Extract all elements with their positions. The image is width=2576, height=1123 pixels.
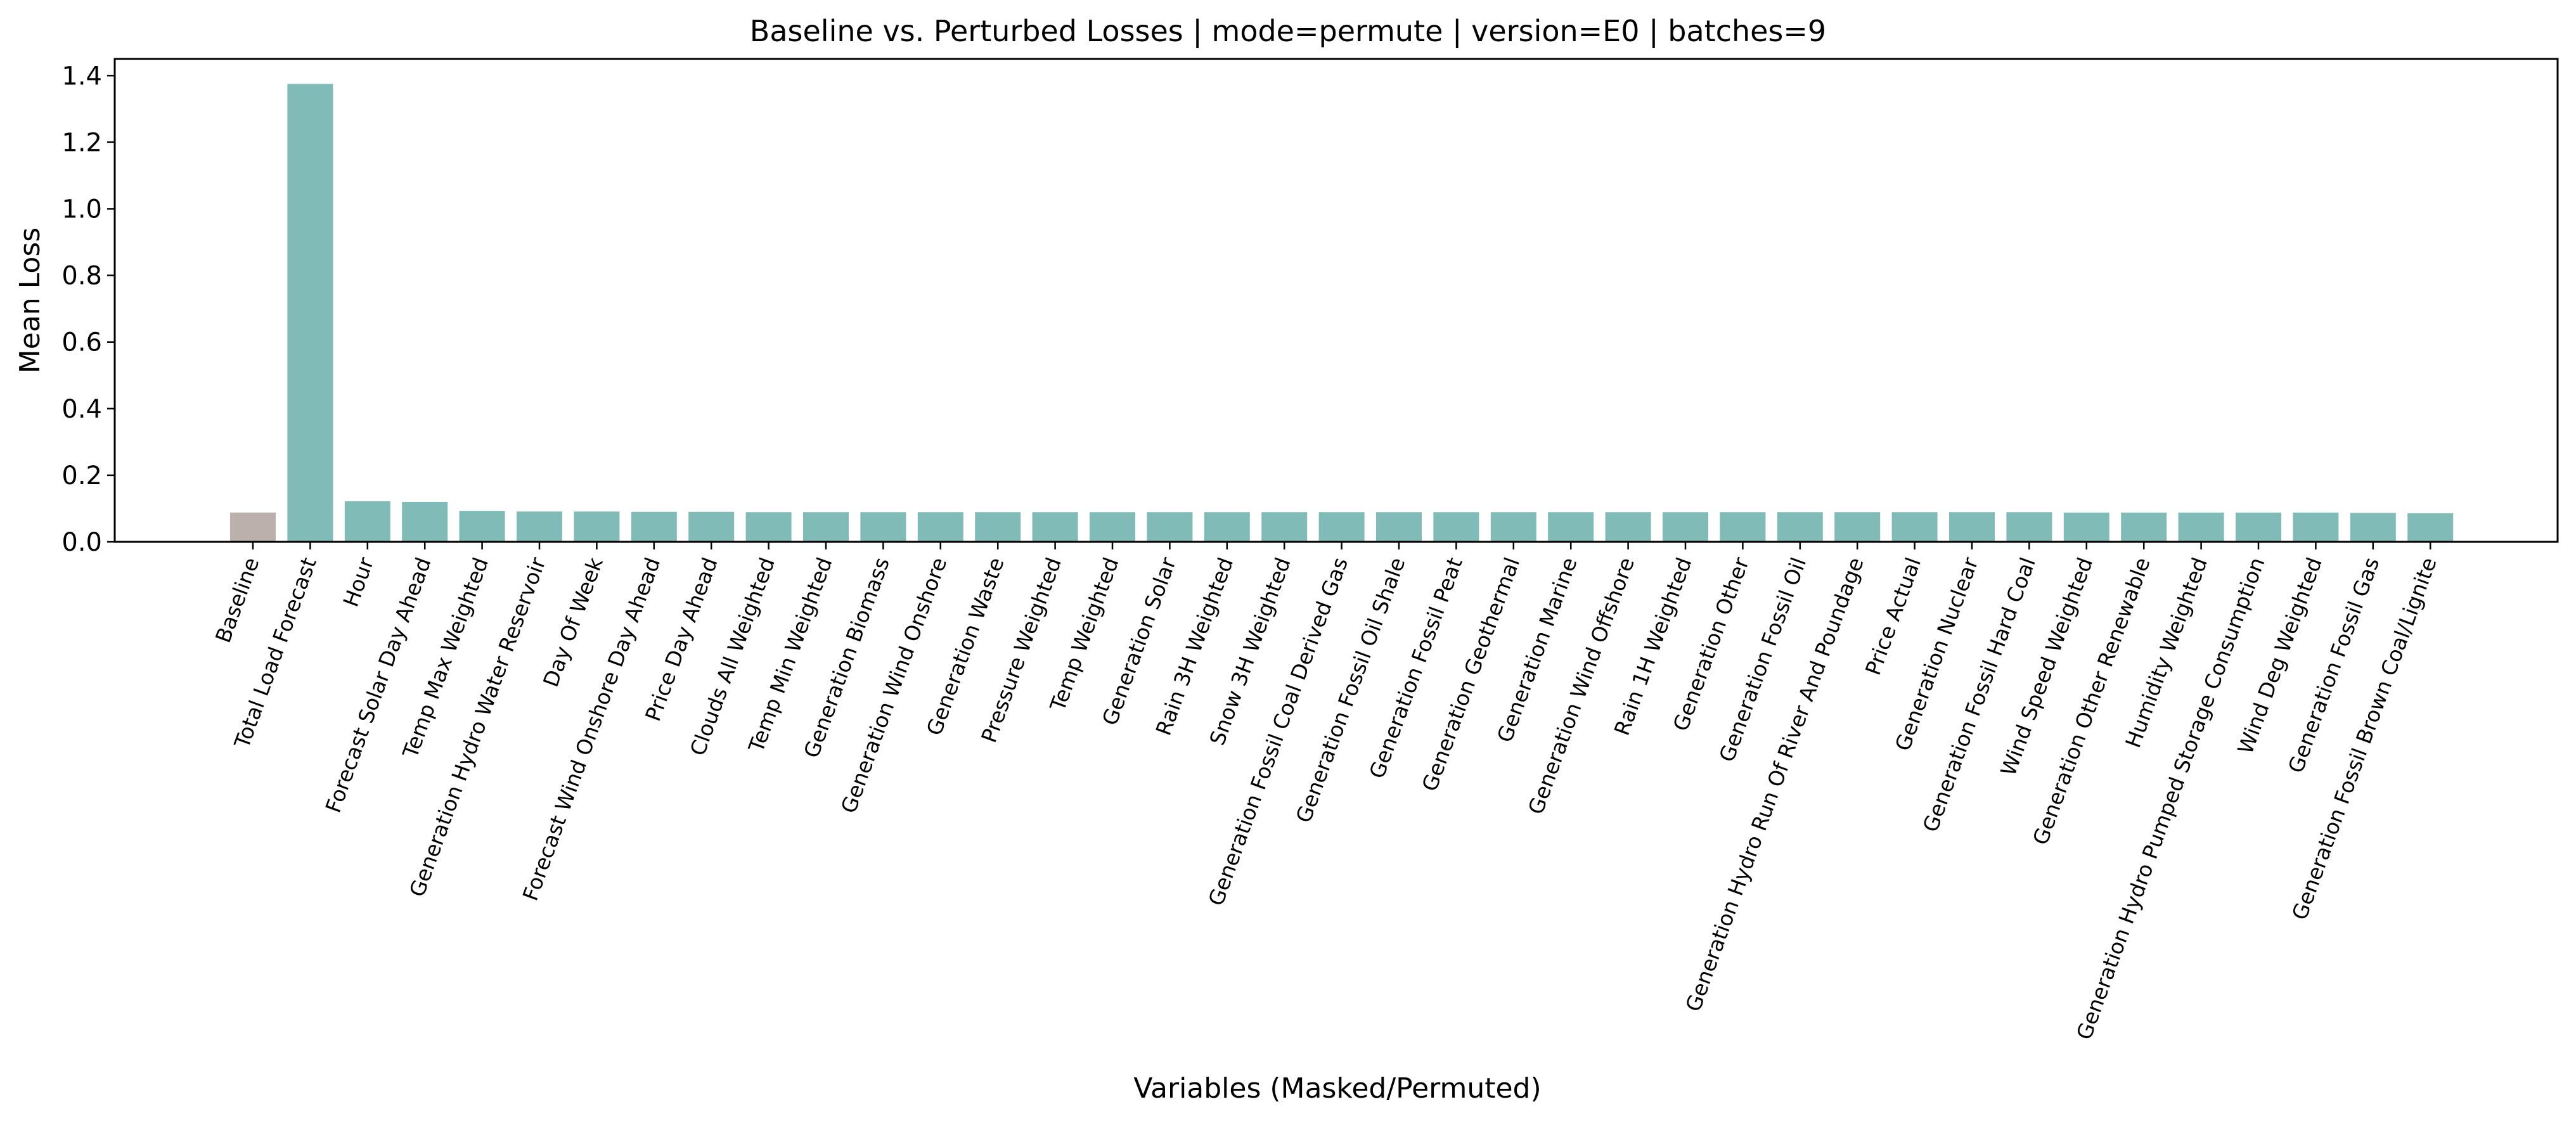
x-tick-label: Hour <box>338 554 378 610</box>
bar-36 <box>2293 512 2339 542</box>
bar-16 <box>1147 512 1193 542</box>
y-tick-label: 0.2 <box>61 461 102 491</box>
y-tick-label: 0.0 <box>61 528 102 557</box>
x-tick-label: Baseline <box>210 554 264 646</box>
bar-10 <box>803 512 849 542</box>
bar-22 <box>1490 512 1536 542</box>
bar-37 <box>2350 513 2396 542</box>
bar-14 <box>1032 512 1078 542</box>
bar-6 <box>574 511 620 542</box>
x-tick-label: Day Of Week <box>538 554 608 690</box>
y-tick-label: 0.6 <box>61 328 102 357</box>
bar-27 <box>1777 512 1823 542</box>
bar-4 <box>459 511 505 542</box>
y-tick-label: 1.0 <box>61 195 102 224</box>
bars-group <box>230 84 2454 542</box>
bar-3 <box>402 501 448 542</box>
bar-25 <box>1663 512 1708 542</box>
bar-38 <box>2407 513 2454 542</box>
y-tick-label: 1.4 <box>61 61 102 91</box>
y-axis-label: Mean Loss <box>14 228 46 373</box>
bar-9 <box>745 512 792 542</box>
chart-title: Baseline vs. Perturbed Losses | mode=per… <box>750 14 1826 49</box>
x-tick-label: Generation Wind Onshore <box>836 554 951 816</box>
bar-12 <box>917 512 963 542</box>
bar-20 <box>1376 512 1422 542</box>
plot-frame <box>113 58 2559 543</box>
bar-33 <box>2121 512 2167 542</box>
bar-21 <box>1433 512 1479 542</box>
bar-31 <box>2006 512 2052 542</box>
bar-15 <box>1090 512 1135 542</box>
bar-0 <box>230 512 276 542</box>
bar-32 <box>2063 512 2109 542</box>
bar-17 <box>1204 512 1250 542</box>
bar-26 <box>1720 512 1766 542</box>
bar-29 <box>1891 512 1938 542</box>
bar-34 <box>2178 512 2224 542</box>
bar-1 <box>287 84 333 542</box>
bar-35 <box>2236 512 2281 542</box>
x-tick-label: Generation Wind Offshore <box>1523 554 1639 818</box>
bar-19 <box>1318 512 1365 542</box>
x-tick-label: Generation Fossil Hard Coal <box>1918 554 2040 835</box>
bar-23 <box>1548 512 1594 542</box>
bar-18 <box>1261 512 1308 542</box>
bar-8 <box>688 511 735 542</box>
bar-2 <box>344 501 390 542</box>
bar-30 <box>1949 512 1995 542</box>
x-axis-label: Variables (Masked/Permuted) <box>1133 1072 1541 1105</box>
bar-5 <box>517 511 562 542</box>
x-tick-label: Generation Fossil Oil Shale <box>1291 554 1410 826</box>
y-axis: 0.0 0.2 0.4 0.6 0.8 1.0 1.2 1.4 <box>61 61 115 557</box>
x-tick-label: Price Actual <box>1860 554 1926 678</box>
bar-24 <box>1605 512 1651 542</box>
y-tick-label: 0.4 <box>61 395 102 424</box>
x-tick-label: Forecast Solar Day Ahead <box>321 554 436 816</box>
y-tick-label: 1.2 <box>61 128 102 157</box>
bar-13 <box>975 512 1021 542</box>
bar-28 <box>1834 512 1881 542</box>
bar-7 <box>631 511 677 542</box>
bar-11 <box>860 512 906 542</box>
y-tick-label: 0.8 <box>61 262 102 291</box>
